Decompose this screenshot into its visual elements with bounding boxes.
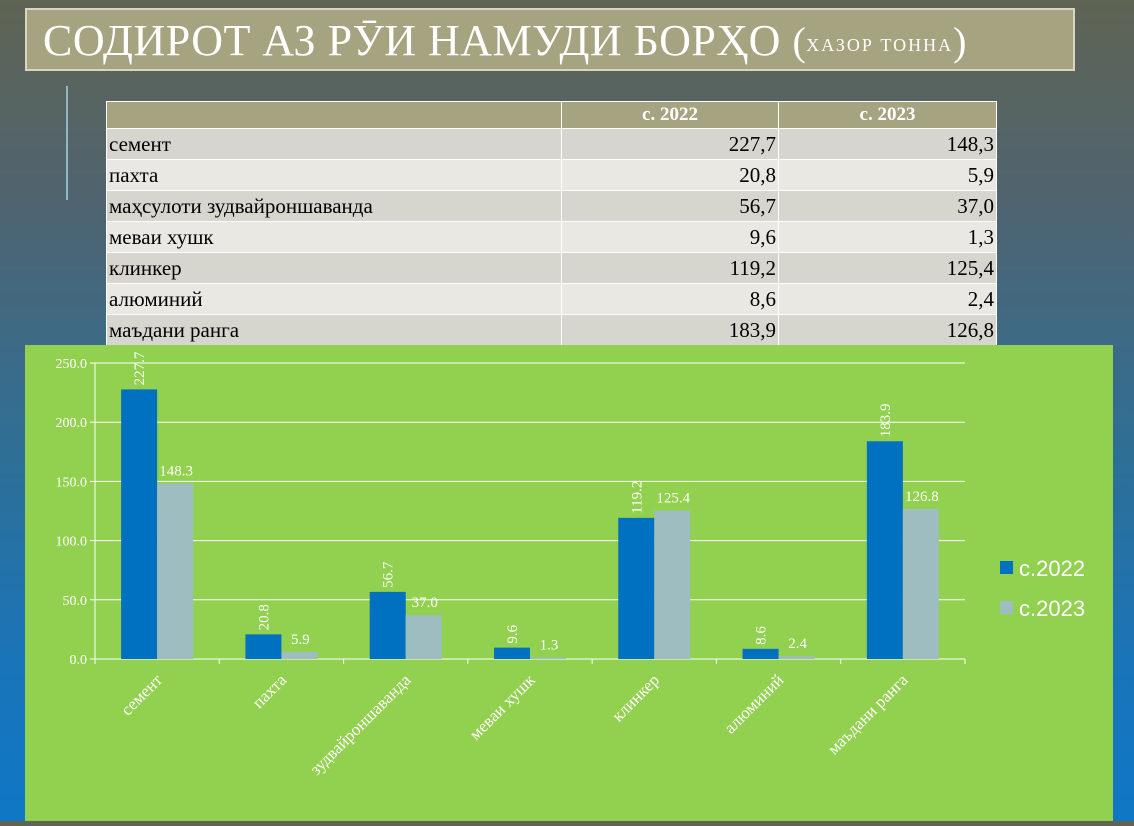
table-cell-2022: 56,7 xyxy=(561,190,779,222)
title-close-paren: ) xyxy=(953,19,967,64)
legend-label: с.2022 xyxy=(1019,556,1085,581)
data-label: 8.6 xyxy=(754,626,770,645)
table-cell-2023: 125,4 xyxy=(778,252,997,284)
bar-chart: 0.0 50.0 100.0 150.0 200.0 250.0 227.7 148.3 сем… xyxy=(56,351,1086,779)
slide-title: СОДИРОТ АЗ РӮИ НАМУДИ БОРҲО (ХАЗОР ТОННА… xyxy=(43,16,967,70)
table-cell-2023: 126,8 xyxy=(778,314,997,346)
x-tick-label: клинкер xyxy=(608,670,663,725)
table-cell-2023: 2,4 xyxy=(778,283,997,315)
table-cell-2023: 37,0 xyxy=(778,190,997,222)
table-cell-name: семент xyxy=(106,128,562,160)
data-label: 183.9 xyxy=(878,404,894,438)
table-header-name xyxy=(106,101,562,129)
export-table: с. 2022 с. 2023 семент 227,7 148,3 пахта… xyxy=(106,101,997,346)
table-cell-2023: 1,3 xyxy=(778,221,997,253)
table-row: меваи хушк 9,6 1,3 xyxy=(106,221,997,253)
table-row: пахта 20,8 5,9 xyxy=(106,159,997,191)
data-label: 119.2 xyxy=(629,481,645,514)
y-tick-label: 100.0 xyxy=(56,535,88,550)
table-cell-name: клинкер xyxy=(106,252,562,284)
legend-swatch xyxy=(1000,601,1013,614)
bar-с.2022 xyxy=(245,634,282,659)
table-cell-name: пахта xyxy=(106,159,562,191)
y-tick-label: 150.0 xyxy=(56,475,88,490)
table-row: маъдани ранга 183,9 126,8 xyxy=(106,314,997,346)
data-label: 126.8 xyxy=(905,489,939,505)
y-tick-label: 0.0 xyxy=(70,653,88,668)
bar-с.2023 xyxy=(778,656,815,659)
legend-swatch xyxy=(1000,561,1013,574)
data-label: 20.8 xyxy=(256,604,272,630)
title-unit: ХАЗОР ТОННА xyxy=(806,35,954,55)
data-label: 5.9 xyxy=(291,632,310,648)
data-label: 227.7 xyxy=(132,351,148,385)
table-cell-2022: 119,2 xyxy=(561,252,779,284)
data-label: 9.6 xyxy=(505,624,521,643)
bar-с.2023 xyxy=(654,510,691,659)
bar-с.2022 xyxy=(618,517,655,659)
decorative-line xyxy=(66,86,68,200)
table-cell-2022: 183,9 xyxy=(561,314,779,346)
table-cell-name: маҳсулоти зудвайроншаванда xyxy=(106,190,562,222)
title-banner: СОДИРОТ АЗ РӮИ НАМУДИ БОРҲО (ХАЗОР ТОННА… xyxy=(25,8,1075,71)
title-open-paren: ( xyxy=(792,19,807,64)
bar-с.2022 xyxy=(369,591,406,659)
chart-panel: 0.0 50.0 100.0 150.0 200.0 250.0 227.7 148.3 сем… xyxy=(25,345,1113,821)
bar-с.2023 xyxy=(281,652,318,659)
x-tick-label: семент xyxy=(117,670,166,719)
data-label: 2.4 xyxy=(788,636,807,652)
table-cell-2022: 20,8 xyxy=(561,159,779,191)
bar-с.2022 xyxy=(494,647,530,659)
bar-с.2023 xyxy=(902,508,939,659)
y-tick-label: 250.0 xyxy=(56,357,88,372)
bar-с.2022 xyxy=(866,441,903,659)
table-row: семент 227,7 148,3 xyxy=(106,128,997,160)
data-label: 148.3 xyxy=(159,463,193,479)
bar-с.2023 xyxy=(157,483,194,659)
table-cell-2023: 148,3 xyxy=(778,128,997,160)
table-row: маҳсулоти зудвайроншаванда 56,7 37,0 xyxy=(106,190,997,222)
legend-label: с.2023 xyxy=(1019,596,1085,621)
title-main: СОДИРОТ АЗ РӮИ НАМУДИ БОРҲО xyxy=(43,16,781,65)
table-cell-2022: 227,7 xyxy=(561,128,779,160)
table-header-2022: с. 2022 xyxy=(561,101,779,129)
table-cell-name: маъдани ранга xyxy=(106,314,562,346)
y-tick-label: 200.0 xyxy=(56,416,88,431)
table-cell-name: меваи хушк xyxy=(106,221,562,253)
table-cell-2022: 8,6 xyxy=(561,283,779,315)
table-cell-name: алюминий xyxy=(106,283,562,315)
y-tick-label: 50.0 xyxy=(63,594,88,609)
x-tick-label: алюминий xyxy=(720,670,787,737)
table-row: клинкер 119,2 125,4 xyxy=(106,252,997,284)
bar-с.2022 xyxy=(742,648,779,659)
table-cell-2023: 5,9 xyxy=(778,159,997,191)
bar-с.2023 xyxy=(405,615,442,659)
table-header-2023: с. 2023 xyxy=(778,101,997,129)
table-cell-2022: 9,6 xyxy=(561,221,779,253)
data-label: 37.0 xyxy=(412,595,438,611)
x-tick-label: зудвайроншаванда xyxy=(306,670,415,779)
data-label: 1.3 xyxy=(540,637,559,653)
data-label: 56.7 xyxy=(381,561,397,588)
x-tick-label: маъдани ранга xyxy=(824,670,912,758)
table-row: алюминий 8,6 2,4 xyxy=(106,283,997,315)
x-tick-label: пахта xyxy=(249,670,291,712)
x-tick-label: меваи хушк xyxy=(465,670,539,744)
bar-с.2022 xyxy=(121,389,158,659)
data-label: 125.4 xyxy=(656,491,690,507)
table-header-row: с. 2022 с. 2023 xyxy=(106,101,997,129)
bar-с.2023 xyxy=(530,657,566,659)
